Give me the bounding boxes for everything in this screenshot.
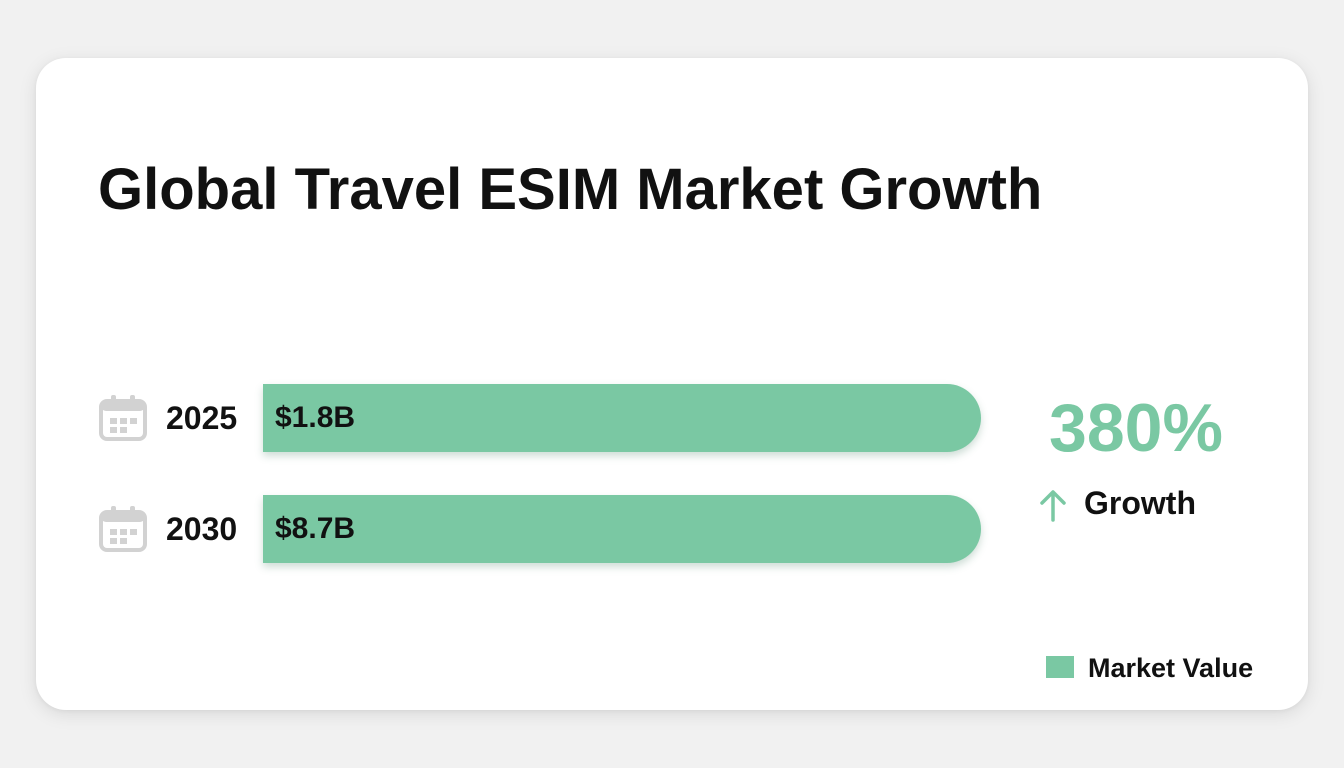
growth-label: Growth — [1084, 485, 1196, 521]
bar-2025 — [263, 384, 981, 452]
legend-label: Market Value — [1088, 653, 1254, 683]
calendar-icon — [98, 394, 148, 442]
bar-track: $1.8B — [263, 384, 983, 452]
legend: Market Value — [1046, 652, 1286, 684]
bar-2030 — [263, 495, 981, 563]
bar-row-2025: 2025 $1.8B — [98, 384, 998, 452]
bar-value-label: $1.8B — [275, 401, 356, 434]
calendar-icon — [98, 505, 148, 553]
bar-track: $8.7B — [263, 495, 983, 563]
growth-annotation: Growth — [1038, 480, 1238, 526]
bar-row-2030: 2030 $8.7B — [98, 495, 998, 563]
chart-title: Global Travel ESIM Market Growth — [98, 157, 1043, 222]
legend-swatch — [1046, 656, 1074, 678]
category-label: 2030 — [166, 511, 238, 547]
growth-percentage: 380% — [1049, 390, 1223, 466]
arrow-up-icon — [1040, 490, 1066, 522]
category-label: 2025 — [166, 400, 238, 436]
chart-card: Global Travel ESIM Market Growth 2025 $1.… — [36, 58, 1308, 710]
bar-value-label: $8.7B — [275, 512, 356, 545]
